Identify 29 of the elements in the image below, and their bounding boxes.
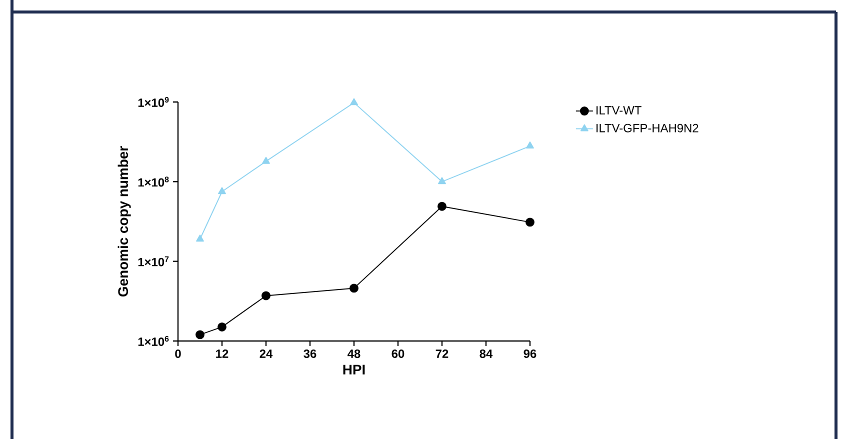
x-tick-label: 0 <box>175 349 181 358</box>
x-tick-label: 12 <box>216 349 228 358</box>
point <box>218 187 226 194</box>
x-tick-label: 48 <box>348 349 360 358</box>
x-tick-label: 60 <box>392 349 404 358</box>
point <box>350 284 358 293</box>
point <box>526 218 534 227</box>
legend-label: ILTV-WT <box>596 106 642 114</box>
x-axis-title: HPI <box>343 364 365 374</box>
x-tick-label: 24 <box>260 349 273 358</box>
y-axis-title: Genomic copy number <box>118 146 131 296</box>
x-tick-label: 72 <box>436 349 448 358</box>
y-tick-label: 1×10$^{6}$ <box>138 336 169 346</box>
point <box>262 156 270 164</box>
y-tick-label: 1×10$^{7}$ <box>138 256 169 266</box>
point <box>438 177 446 184</box>
point <box>262 291 270 300</box>
y-tick-label: 1×10$^{8}$ <box>138 176 169 187</box>
point <box>196 234 204 242</box>
point <box>350 98 358 106</box>
x-tick-label: 84 <box>480 349 493 358</box>
y-tick-label: 1×10$^{9}$ <box>138 96 169 107</box>
x-tick-label: 36 <box>304 349 316 358</box>
x-tick-label: 96 <box>524 349 536 358</box>
legend-label: ILTV-GFP-HAH9N2 <box>596 124 698 132</box>
point <box>526 142 534 149</box>
point <box>218 322 226 332</box>
point <box>438 202 446 211</box>
point <box>196 330 204 340</box>
